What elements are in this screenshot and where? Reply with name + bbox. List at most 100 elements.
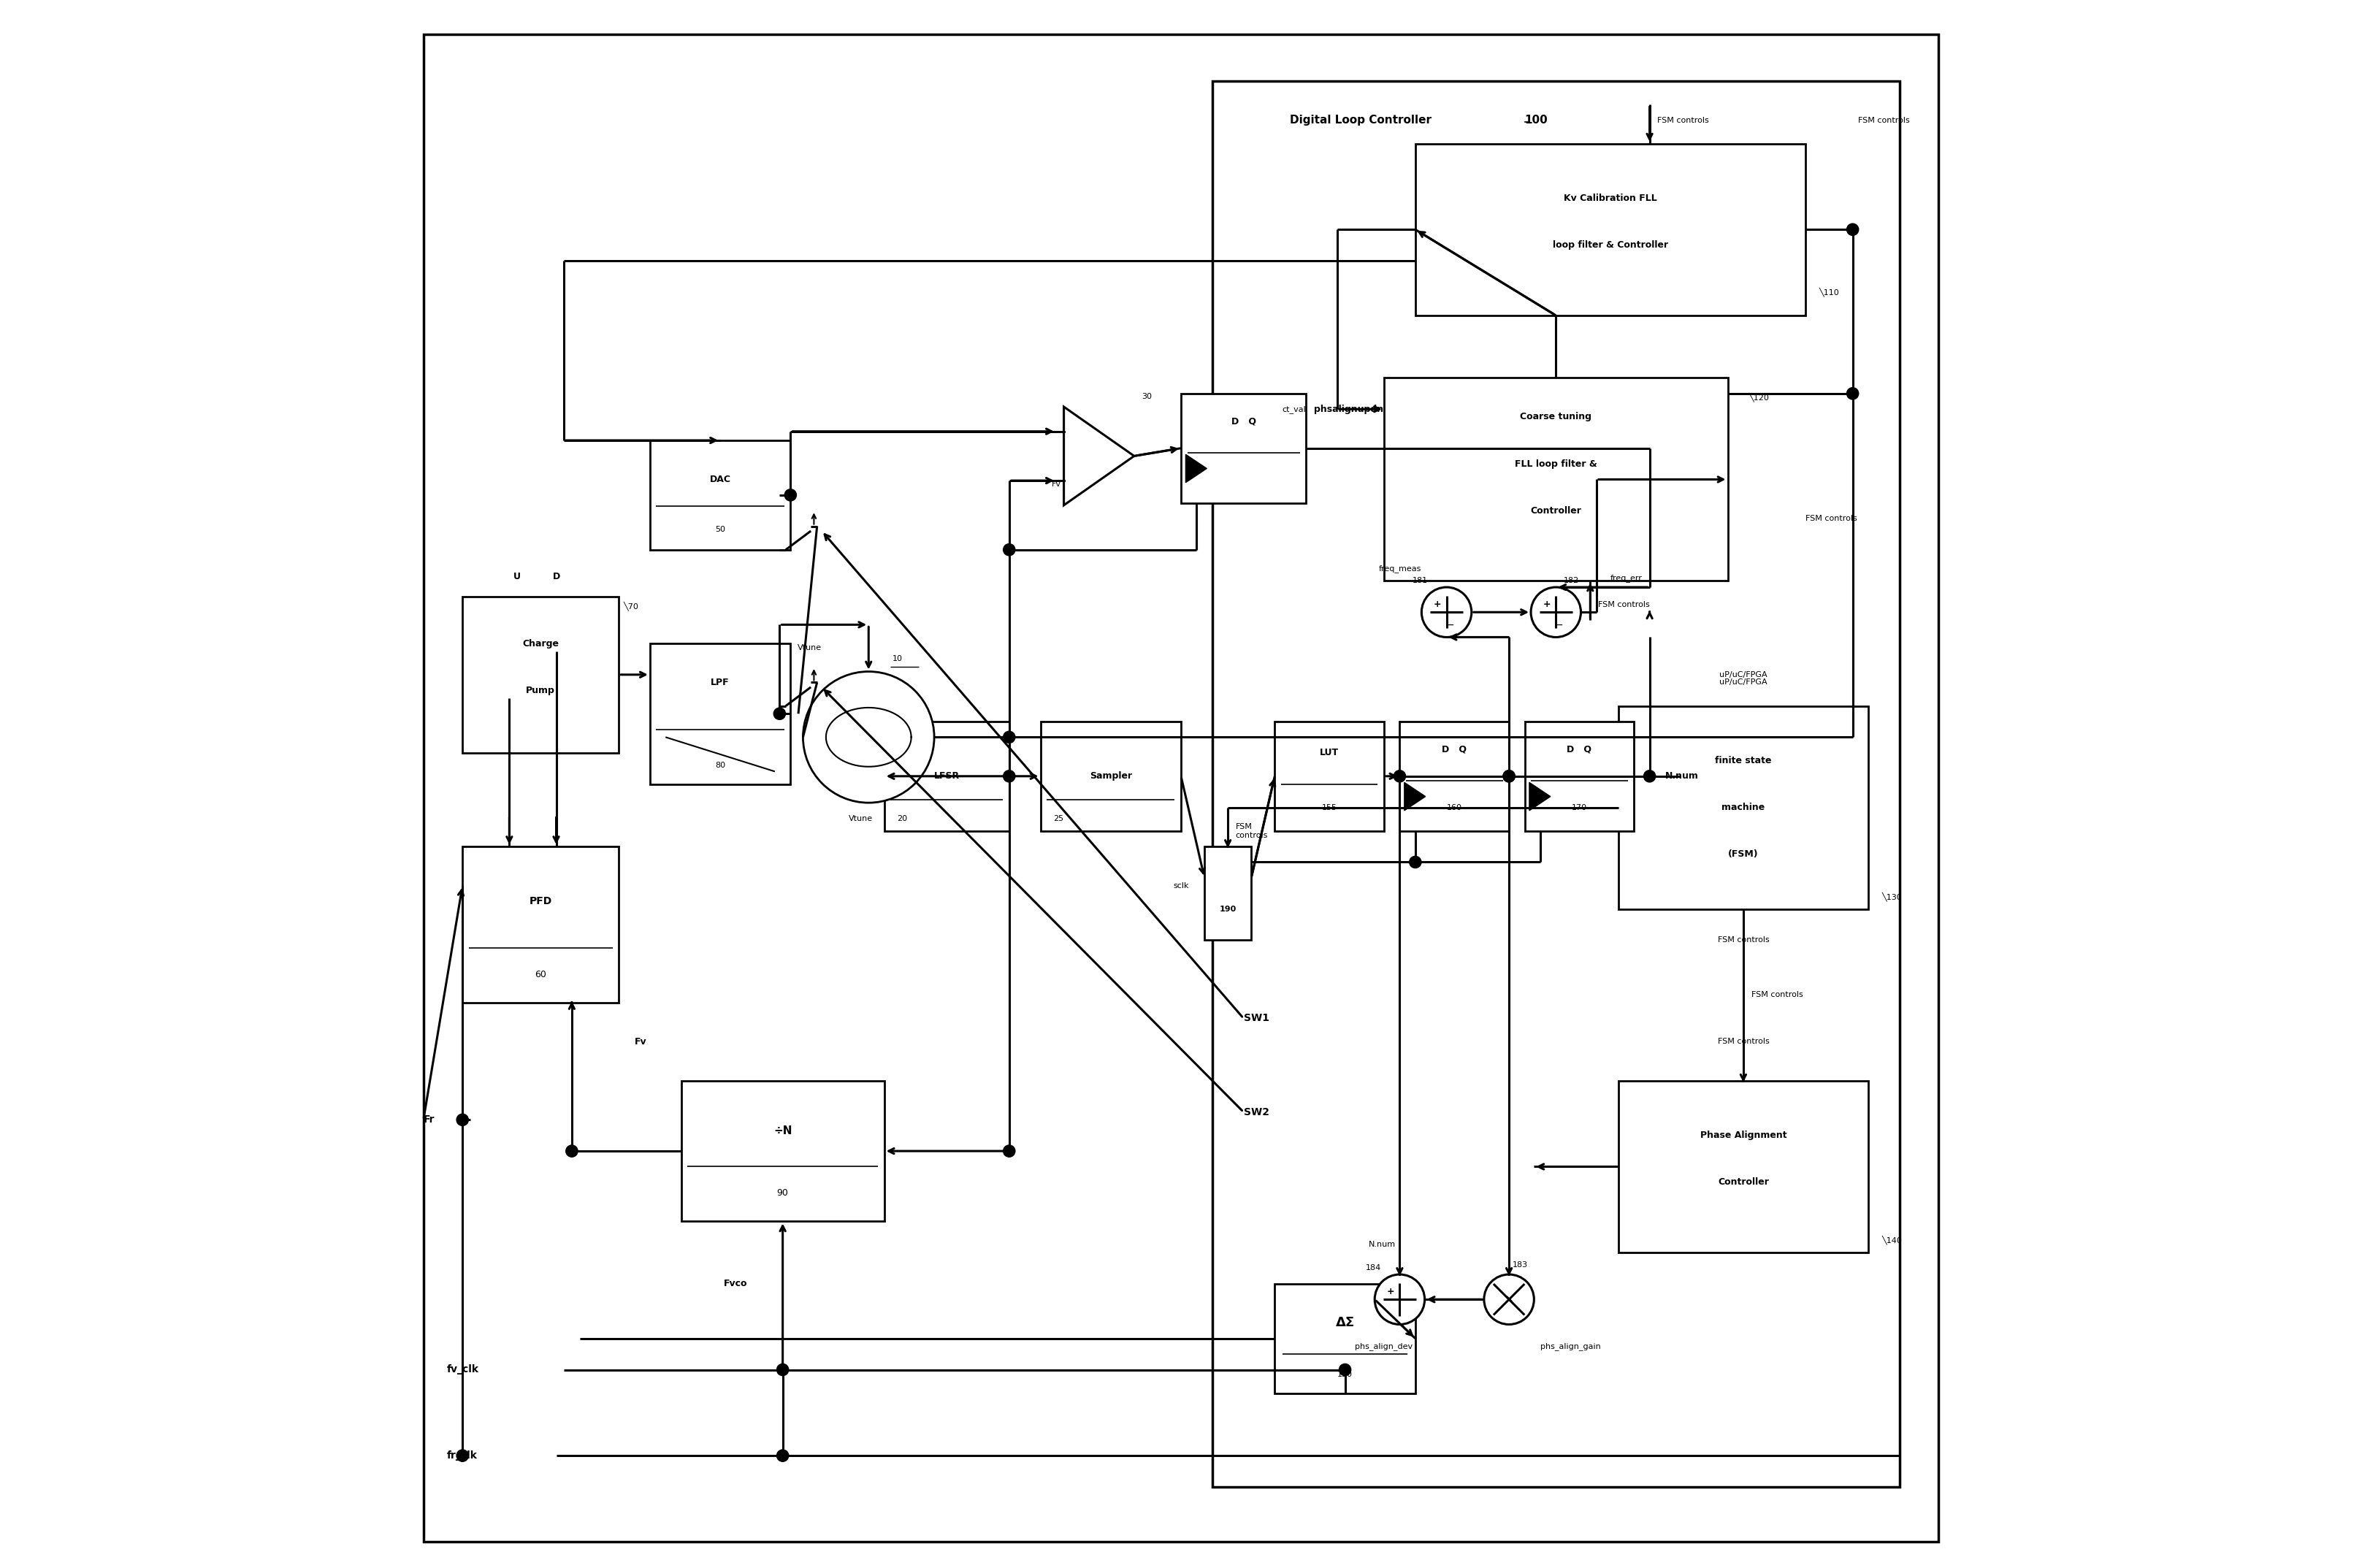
Bar bbox=[463, 847, 619, 1002]
Bar bbox=[1618, 1080, 1868, 1253]
Text: +: + bbox=[1434, 599, 1441, 608]
Text: phs_align_dev: phs_align_dev bbox=[1356, 1342, 1412, 1350]
Circle shape bbox=[456, 1450, 468, 1461]
Text: D   Q: D Q bbox=[1231, 417, 1257, 426]
Text: 30: 30 bbox=[1141, 394, 1153, 400]
Text: FSM controls: FSM controls bbox=[1599, 601, 1649, 608]
Text: 50: 50 bbox=[716, 525, 725, 533]
Text: FSM controls: FSM controls bbox=[1658, 116, 1710, 124]
Text: freq_meas: freq_meas bbox=[1379, 564, 1422, 572]
Text: FSM
controls: FSM controls bbox=[1235, 823, 1268, 839]
Text: Pump: Pump bbox=[527, 685, 555, 695]
Text: Digital Loop Controller: Digital Loop Controller bbox=[1290, 114, 1431, 125]
Text: 190: 190 bbox=[1219, 905, 1235, 913]
Text: FSM controls: FSM controls bbox=[1750, 991, 1802, 999]
Bar bbox=[1212, 82, 1899, 1486]
Text: freq_err: freq_err bbox=[1611, 574, 1642, 582]
Bar bbox=[1181, 394, 1306, 503]
Bar bbox=[1384, 378, 1727, 582]
Bar bbox=[650, 643, 791, 784]
Text: ct_val: ct_val bbox=[1283, 405, 1306, 412]
Text: Fr: Fr bbox=[423, 1115, 435, 1124]
Text: Sampler: Sampler bbox=[1089, 771, 1131, 781]
Text: FSM controls: FSM controls bbox=[1859, 116, 1911, 124]
Bar bbox=[883, 721, 1009, 831]
Text: PFD: PFD bbox=[529, 895, 553, 906]
Text: 160: 160 bbox=[1446, 804, 1462, 811]
Circle shape bbox=[1847, 224, 1859, 235]
Text: Coarse tuning: Coarse tuning bbox=[1521, 412, 1592, 422]
Text: FSM controls: FSM controls bbox=[1807, 514, 1857, 522]
Circle shape bbox=[1422, 586, 1472, 637]
Bar bbox=[1523, 721, 1635, 831]
Text: 184: 184 bbox=[1365, 1264, 1382, 1272]
Text: ╲130: ╲130 bbox=[1883, 892, 1901, 902]
Circle shape bbox=[775, 707, 787, 720]
Text: U: U bbox=[513, 571, 520, 582]
Text: ╲110: ╲110 bbox=[1819, 287, 1840, 296]
Text: +: + bbox=[1542, 599, 1549, 608]
Text: 25: 25 bbox=[1053, 815, 1063, 822]
Text: D: D bbox=[553, 571, 560, 582]
Text: ╲70: ╲70 bbox=[624, 601, 638, 610]
Text: 181: 181 bbox=[1412, 577, 1427, 585]
Text: (FSM): (FSM) bbox=[1729, 850, 1760, 859]
Circle shape bbox=[1339, 1364, 1351, 1375]
Text: fr_clk: fr_clk bbox=[446, 1450, 477, 1461]
Text: D   Q: D Q bbox=[1441, 745, 1467, 754]
Text: 10: 10 bbox=[893, 655, 902, 663]
Text: ╲120: ╲120 bbox=[1748, 392, 1769, 401]
Bar bbox=[1401, 721, 1509, 831]
Circle shape bbox=[803, 671, 935, 803]
Text: 60: 60 bbox=[534, 969, 546, 980]
Text: Controller: Controller bbox=[1717, 1178, 1769, 1187]
Text: FSM controls: FSM controls bbox=[1717, 1038, 1769, 1046]
Text: Fv: Fv bbox=[1051, 480, 1061, 488]
Text: uP/uC/FPGA: uP/uC/FPGA bbox=[1720, 671, 1767, 679]
Text: LUT: LUT bbox=[1320, 748, 1339, 757]
Bar bbox=[1039, 721, 1181, 831]
Circle shape bbox=[1004, 544, 1016, 555]
Text: +: + bbox=[1386, 1287, 1394, 1297]
Circle shape bbox=[1531, 586, 1580, 637]
Text: −: − bbox=[1554, 619, 1564, 630]
Text: LPF: LPF bbox=[711, 677, 730, 687]
Text: 20: 20 bbox=[898, 815, 907, 822]
Circle shape bbox=[1483, 1275, 1533, 1325]
Text: ΔΣ: ΔΣ bbox=[1335, 1316, 1353, 1330]
Text: phs_align_gain: phs_align_gain bbox=[1540, 1342, 1601, 1350]
Circle shape bbox=[1004, 731, 1016, 743]
Polygon shape bbox=[1186, 455, 1207, 483]
Text: ×: × bbox=[1505, 1294, 1514, 1305]
Text: loop filter & Controller: loop filter & Controller bbox=[1552, 240, 1668, 249]
Text: finite state: finite state bbox=[1715, 756, 1772, 765]
Circle shape bbox=[1004, 770, 1016, 782]
Text: Phase Alignment: Phase Alignment bbox=[1701, 1131, 1786, 1140]
Bar bbox=[1205, 847, 1252, 941]
Text: 150: 150 bbox=[1337, 1370, 1353, 1378]
Text: phsalignupdn: phsalignupdn bbox=[1313, 405, 1384, 414]
Circle shape bbox=[777, 1450, 789, 1461]
Text: N.num: N.num bbox=[1665, 771, 1698, 781]
Bar bbox=[680, 1080, 883, 1221]
Text: −: − bbox=[1446, 619, 1455, 630]
Text: ÷N: ÷N bbox=[772, 1126, 791, 1137]
Text: D   Q: D Q bbox=[1566, 745, 1592, 754]
Circle shape bbox=[784, 489, 796, 502]
Circle shape bbox=[1644, 770, 1656, 782]
Text: machine: machine bbox=[1722, 803, 1764, 812]
Text: ╲140: ╲140 bbox=[1883, 1236, 1901, 1245]
Circle shape bbox=[1394, 770, 1405, 782]
Text: N.num: N.num bbox=[1368, 1242, 1396, 1248]
Text: Kv Calibration FLL: Kv Calibration FLL bbox=[1564, 193, 1658, 202]
Text: uP/uC/FPGA: uP/uC/FPGA bbox=[1720, 679, 1767, 687]
Text: SW1: SW1 bbox=[1242, 1013, 1268, 1024]
Bar bbox=[1415, 144, 1807, 315]
Bar bbox=[1618, 706, 1868, 909]
Polygon shape bbox=[1528, 782, 1549, 811]
Text: FLL loop filter &: FLL loop filter & bbox=[1514, 459, 1597, 469]
Text: DAC: DAC bbox=[709, 475, 730, 485]
Text: Fvco: Fvco bbox=[725, 1279, 749, 1289]
Circle shape bbox=[1410, 856, 1422, 869]
Text: LFSR: LFSR bbox=[933, 771, 959, 781]
